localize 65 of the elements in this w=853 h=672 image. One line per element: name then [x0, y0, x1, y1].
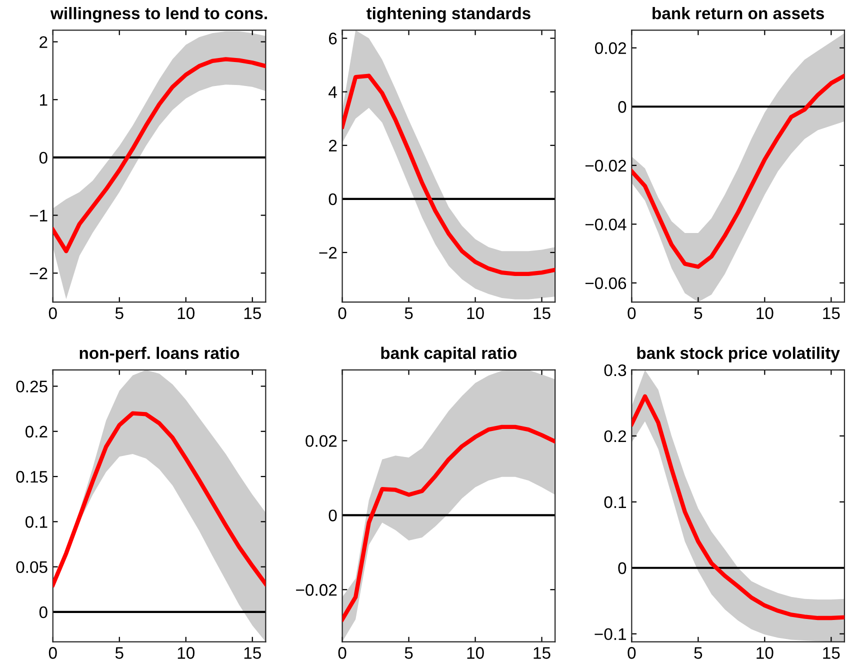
x-tick-label: 10 [756, 307, 774, 320]
y-tick-label: −2 [319, 246, 337, 259]
y-tick-label: 0 [328, 193, 337, 206]
y-tick-label: 0 [39, 152, 48, 164]
x-tick-label: 0 [628, 647, 636, 659]
y-tick-label: 4 [328, 86, 337, 98]
chart-title: non-perf. loans ratio [80, 346, 240, 362]
x-tick-label: 10 [178, 647, 194, 659]
line-series [52, 411, 266, 587]
chart-title: bank return on assets [652, 7, 824, 20]
y-tick-label: 0.02 [306, 435, 337, 447]
y-tick-label: −1 [30, 210, 48, 222]
y-tick-label: 0.1 [604, 496, 626, 508]
x-tick-label: 5 [115, 647, 124, 659]
y-tick-label: 0.05 [16, 561, 48, 574]
x-tick-label: 5 [115, 308, 124, 320]
y-tick-label: −0.02 [585, 160, 626, 172]
y-tick-label: 2 [40, 36, 48, 48]
x-tick-label: 15 [823, 647, 840, 659]
x-tick-label: 5 [694, 647, 702, 659]
y-tick-label: 0.02 [595, 42, 626, 54]
chart-title: tightening standards [366, 7, 530, 23]
y-tick-label: −0.02 [296, 584, 337, 596]
y-tick-label: 6 [329, 32, 337, 44]
y-tick-label: 0.1 [26, 516, 48, 528]
x-tick-label: 15 [244, 308, 261, 320]
line-series [632, 74, 844, 269]
y-tick-label: −0.04 [585, 218, 626, 230]
chart-title: bank capital ratio [381, 346, 517, 362]
x-tick-label: 0 [628, 307, 636, 320]
chart-title: bank stock price volatility [637, 346, 840, 362]
x-tick-label: 10 [178, 307, 194, 320]
y-tick-label: 0.3 [604, 364, 626, 376]
y-tick-label: −0.1 [594, 628, 626, 640]
x-tick-label: 0 [338, 307, 346, 320]
x-tick-label: 0 [338, 647, 346, 659]
y-tick-label: 0 [39, 606, 48, 618]
x-tick-label: 15 [244, 647, 261, 659]
line-series [52, 57, 266, 254]
y-tick-label: −0.06 [585, 277, 626, 290]
x-tick-label: 0 [48, 307, 57, 320]
y-tick-label: 2 [328, 140, 337, 152]
x-tick-label: 5 [694, 308, 702, 320]
chart-title: willingness to lend to cons. [50, 7, 267, 23]
x-tick-label: 5 [404, 308, 413, 320]
x-tick-label: 15 [534, 308, 550, 320]
line-series [342, 424, 556, 622]
x-tick-label: 15 [534, 647, 550, 659]
x-tick-label: 10 [756, 647, 774, 659]
y-tick-label: 0 [618, 101, 626, 113]
y-tick-label: 0 [618, 562, 626, 574]
y-tick-label: 0.2 [26, 426, 48, 438]
y-tick-label: 0.25 [16, 380, 48, 392]
y-tick-label: 0.2 [604, 430, 626, 442]
line-series [632, 394, 844, 620]
x-tick-label: 0 [48, 647, 57, 659]
line-series [342, 74, 556, 276]
y-tick-label: 1 [40, 94, 48, 106]
x-tick-label: 15 [823, 308, 840, 320]
x-tick-label: 10 [467, 647, 484, 659]
x-tick-label: 5 [404, 647, 413, 659]
y-tick-label: 0 [328, 510, 337, 522]
x-tick-label: 10 [467, 307, 484, 320]
y-tick-label: 0.15 [16, 470, 48, 483]
y-tick-label: −2 [30, 268, 48, 280]
